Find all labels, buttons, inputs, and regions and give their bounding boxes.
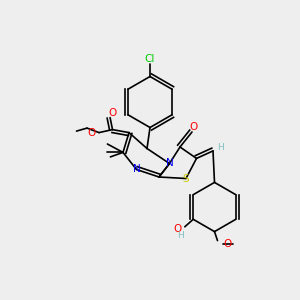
Text: O: O [87,128,95,138]
Text: N: N [166,158,173,169]
Text: O: O [173,224,181,234]
Text: O: O [224,238,232,249]
Text: S: S [183,173,189,184]
Text: H: H [177,231,184,240]
Text: H: H [218,143,224,152]
Text: O: O [108,108,117,118]
Text: Cl: Cl [145,54,155,64]
Text: O: O [189,122,198,132]
Text: N: N [133,164,140,175]
